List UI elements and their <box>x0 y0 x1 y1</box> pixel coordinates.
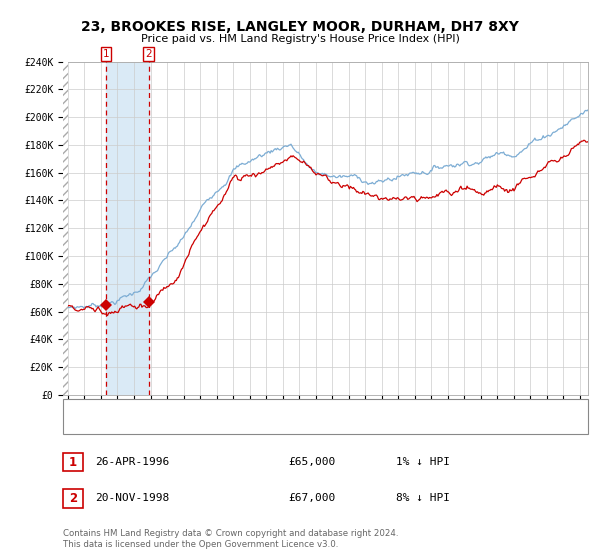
Text: Price paid vs. HM Land Registry's House Price Index (HPI): Price paid vs. HM Land Registry's House … <box>140 34 460 44</box>
Text: HPI: Average price, detached house, County Durham: HPI: Average price, detached house, Coun… <box>108 419 383 429</box>
Text: 1: 1 <box>69 455 77 469</box>
Text: £67,000: £67,000 <box>288 493 335 503</box>
Text: 2: 2 <box>145 49 152 59</box>
Text: 26-APR-1996: 26-APR-1996 <box>95 457 169 467</box>
Bar <box>106 62 149 395</box>
Text: 23, BROOKES RISE, LANGLEY MOOR, DURHAM, DH7 8XY (detached house): 23, BROOKES RISE, LANGLEY MOOR, DURHAM, … <box>108 404 495 414</box>
Text: Contains HM Land Registry data © Crown copyright and database right 2024.
This d: Contains HM Land Registry data © Crown c… <box>63 529 398 549</box>
Text: 23, BROOKES RISE, LANGLEY MOOR, DURHAM, DH7 8XY: 23, BROOKES RISE, LANGLEY MOOR, DURHAM, … <box>81 20 519 34</box>
Polygon shape <box>63 62 68 395</box>
Text: 20-NOV-1998: 20-NOV-1998 <box>95 493 169 503</box>
Text: 1: 1 <box>103 49 109 59</box>
Text: 1% ↓ HPI: 1% ↓ HPI <box>396 457 450 467</box>
Text: £65,000: £65,000 <box>288 457 335 467</box>
Text: 2: 2 <box>69 492 77 505</box>
Text: 8% ↓ HPI: 8% ↓ HPI <box>396 493 450 503</box>
